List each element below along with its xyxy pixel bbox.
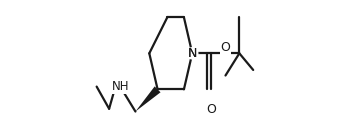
Text: O: O [221, 41, 230, 54]
Circle shape [187, 48, 198, 59]
Text: NH: NH [112, 80, 129, 93]
Text: N: N [188, 47, 197, 60]
Text: N: N [188, 47, 197, 60]
Text: O: O [206, 103, 216, 116]
Polygon shape [136, 86, 161, 112]
